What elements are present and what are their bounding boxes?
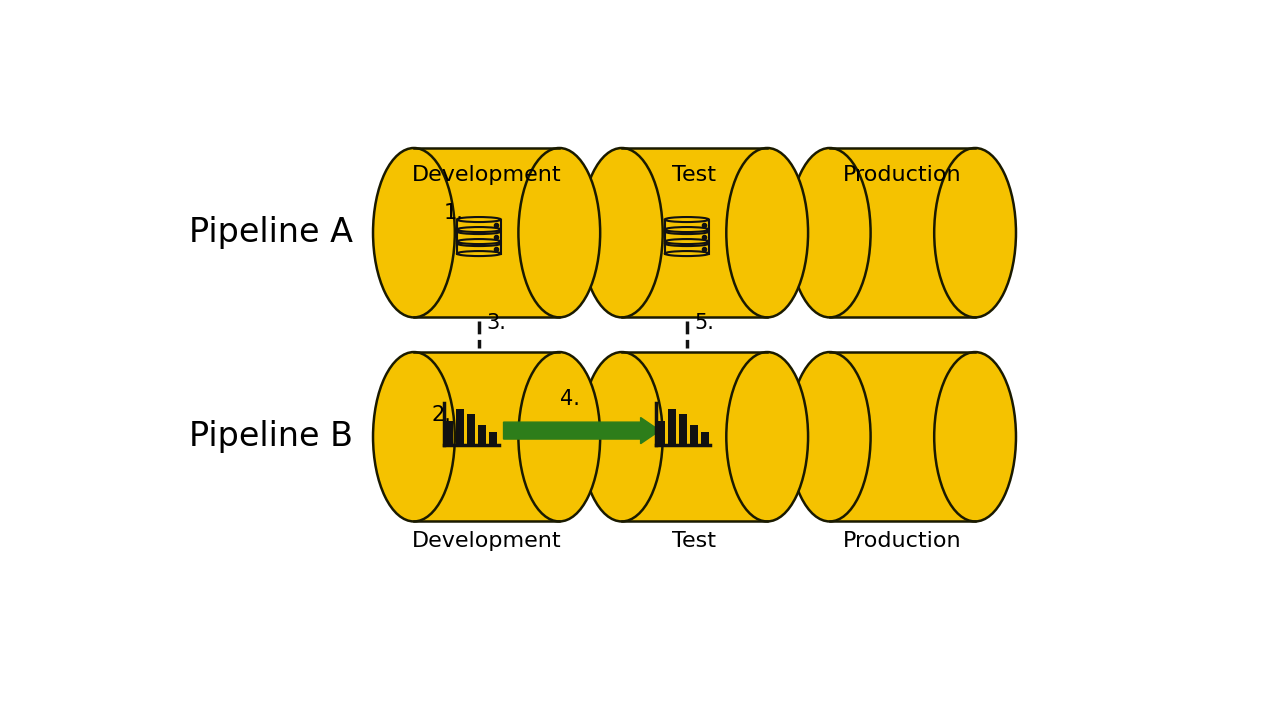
Polygon shape <box>668 409 676 445</box>
Text: Pipeline A: Pipeline A <box>189 216 353 249</box>
Polygon shape <box>457 409 463 445</box>
Text: 1.: 1. <box>443 204 463 223</box>
Ellipse shape <box>457 217 500 222</box>
Ellipse shape <box>581 148 663 318</box>
Polygon shape <box>690 425 698 445</box>
Ellipse shape <box>934 148 1016 318</box>
Ellipse shape <box>664 239 709 244</box>
Polygon shape <box>413 148 559 318</box>
Polygon shape <box>622 148 767 318</box>
Text: 5.: 5. <box>695 313 714 333</box>
Polygon shape <box>413 352 559 521</box>
Text: Pipeline B: Pipeline B <box>189 420 353 454</box>
Ellipse shape <box>457 227 500 232</box>
Polygon shape <box>829 352 975 521</box>
Ellipse shape <box>788 352 870 521</box>
Text: 2.: 2. <box>431 405 451 426</box>
Ellipse shape <box>664 217 709 222</box>
Text: Production: Production <box>844 165 961 185</box>
Polygon shape <box>701 432 709 445</box>
Ellipse shape <box>518 352 600 521</box>
Text: 3.: 3. <box>486 313 507 333</box>
Text: Test: Test <box>672 531 717 551</box>
Text: Development: Development <box>412 531 562 551</box>
Ellipse shape <box>457 251 500 256</box>
Ellipse shape <box>664 251 709 256</box>
Ellipse shape <box>664 241 709 246</box>
Polygon shape <box>829 148 975 318</box>
Polygon shape <box>479 425 486 445</box>
Polygon shape <box>457 220 500 230</box>
Ellipse shape <box>457 241 500 246</box>
Polygon shape <box>467 414 475 445</box>
Ellipse shape <box>664 229 709 234</box>
Polygon shape <box>445 421 453 445</box>
Polygon shape <box>489 432 497 445</box>
Text: 4.: 4. <box>561 389 580 409</box>
Text: Production: Production <box>844 531 961 551</box>
Polygon shape <box>457 243 500 253</box>
Polygon shape <box>664 220 709 230</box>
Polygon shape <box>657 421 664 445</box>
Polygon shape <box>622 352 767 521</box>
Text: Development: Development <box>412 165 562 185</box>
Ellipse shape <box>664 227 709 232</box>
Polygon shape <box>664 243 709 253</box>
Ellipse shape <box>934 352 1016 521</box>
FancyArrow shape <box>503 418 660 444</box>
Ellipse shape <box>788 148 870 318</box>
Ellipse shape <box>372 352 454 521</box>
Polygon shape <box>457 232 500 241</box>
Ellipse shape <box>726 352 808 521</box>
Polygon shape <box>664 232 709 241</box>
Ellipse shape <box>372 148 454 318</box>
Text: Test: Test <box>672 165 717 185</box>
Ellipse shape <box>581 352 663 521</box>
Polygon shape <box>680 414 687 445</box>
Ellipse shape <box>726 148 808 318</box>
Ellipse shape <box>518 148 600 318</box>
Ellipse shape <box>457 229 500 234</box>
Ellipse shape <box>457 239 500 244</box>
